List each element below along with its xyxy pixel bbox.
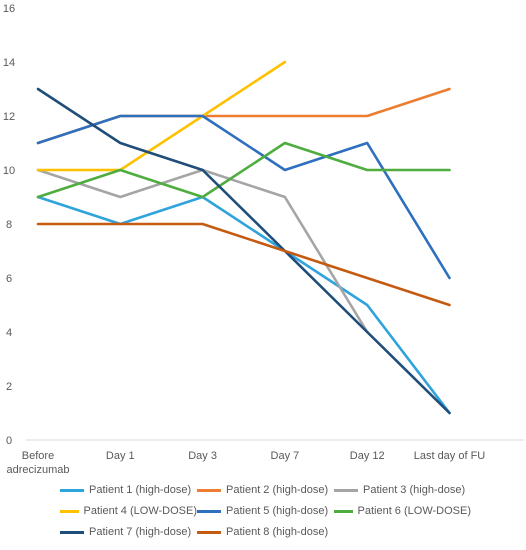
legend-label: Patient 4 (LOW-DOSE) bbox=[83, 505, 198, 517]
legend-swatch bbox=[334, 509, 353, 513]
series-line-patient-7 bbox=[36, 87, 451, 415]
legend-item-patient-4: Patient 4 (LOW-DOSE) bbox=[60, 505, 197, 517]
legend-item-patient-6: Patient 6 (LOW-DOSE) bbox=[334, 505, 471, 517]
y-tick-label: 4 bbox=[6, 327, 12, 339]
x-tick-label: Day 12 bbox=[350, 450, 385, 462]
x-tick-label: Last day of FU bbox=[414, 450, 486, 462]
x-tick-label: Day 1 bbox=[106, 450, 135, 462]
legend-label: Patient 8 (high-dose) bbox=[226, 526, 329, 538]
y-tick-label: 16 bbox=[3, 3, 15, 15]
legend-swatch bbox=[60, 530, 84, 534]
y-tick-label: 12 bbox=[3, 111, 15, 123]
series-line-patient-2 bbox=[36, 87, 451, 145]
legend-label: Patient 2 (high-dose) bbox=[226, 484, 329, 496]
series-line-patient-6 bbox=[36, 141, 451, 199]
y-tick-label: 8 bbox=[6, 219, 12, 231]
legend-swatch bbox=[197, 488, 221, 492]
legend-swatch bbox=[197, 530, 221, 534]
y-tick-label: 2 bbox=[6, 381, 12, 393]
legend-item-patient-2: Patient 2 (high-dose) bbox=[197, 484, 334, 496]
legend-label: Patient 5 (high-dose) bbox=[226, 505, 329, 517]
y-tick-label: 10 bbox=[3, 165, 15, 177]
legend-item-patient-1: Patient 1 (high-dose) bbox=[60, 484, 197, 496]
legend-item-patient-8: Patient 8 (high-dose) bbox=[197, 526, 334, 538]
series-line-patient-1 bbox=[36, 195, 451, 415]
series-line-patient-8 bbox=[36, 222, 451, 307]
legend-swatch bbox=[197, 509, 221, 513]
x-tick-label: Before adrecizumab bbox=[7, 450, 70, 476]
series-line-patient-4 bbox=[36, 60, 287, 172]
y-tick-label: 14 bbox=[3, 57, 15, 69]
legend-label: Patient 1 (high-dose) bbox=[89, 484, 192, 496]
y-tick-label: 0 bbox=[6, 435, 12, 447]
legend-item-patient-7: Patient 7 (high-dose) bbox=[60, 526, 197, 538]
legend-label: Patient 3 (high-dose) bbox=[363, 484, 466, 496]
series-line-patient-3 bbox=[36, 168, 369, 334]
legend-item-patient-3: Patient 3 (high-dose) bbox=[334, 484, 471, 496]
series-line-patient-5 bbox=[36, 114, 451, 280]
legend-swatch bbox=[60, 509, 79, 513]
legend-swatch bbox=[334, 488, 358, 492]
legend-label: Patient 6 (LOW-DOSE) bbox=[357, 505, 472, 517]
legend-swatch bbox=[60, 488, 84, 492]
y-tick-label: 6 bbox=[6, 273, 12, 285]
legend-item-patient-5: Patient 5 (high-dose) bbox=[197, 505, 334, 517]
chart-legend: Patient 1 (high-dose) Patient 2 (high-dos… bbox=[60, 484, 520, 538]
x-tick-label: Day 7 bbox=[271, 450, 300, 462]
legend-label: Patient 7 (high-dose) bbox=[89, 526, 192, 538]
line-chart: 0 2 4 6 8 10 12 14 16 Before adrecizumab Day 1 Day 3… bbox=[3, 3, 524, 476]
x-tick-label: Day 3 bbox=[188, 450, 217, 462]
